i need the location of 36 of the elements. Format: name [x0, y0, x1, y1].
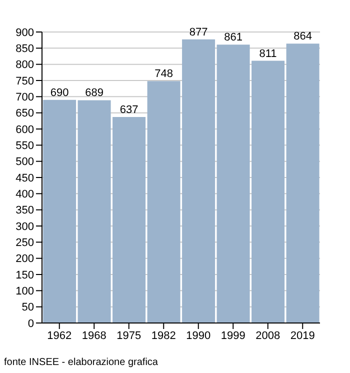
x-tick-label: 2019	[290, 330, 315, 342]
y-tick-label: 100	[16, 286, 34, 298]
x-tick-label: 2008	[256, 330, 280, 342]
y-tick-label: 450	[16, 172, 34, 184]
x-tick-label: 1968	[82, 330, 106, 342]
data-label: 861	[224, 32, 242, 44]
data-label: 689	[85, 87, 104, 100]
x-tick-label: 1962	[47, 330, 72, 342]
y-tick-label: 150	[16, 269, 34, 282]
data-label: 811	[259, 48, 277, 60]
y-tick-label: 200	[16, 253, 34, 266]
data-label: 877	[189, 26, 208, 38]
y-tick-label: 550	[16, 140, 34, 152]
data-label: 637	[120, 104, 138, 116]
y-tick-label: 650	[16, 108, 34, 120]
x-tick-label: 1990	[186, 330, 211, 342]
y-tick-label: 350	[16, 204, 34, 217]
y-tick-label: 50	[22, 302, 34, 314]
source-note: fonte INSEE - elaborazione grafica	[4, 357, 159, 368]
y-tick-label: 500	[16, 156, 34, 168]
y-tick-label: 850	[16, 43, 34, 56]
y-tick-label: 250	[16, 237, 34, 250]
y-tick-label: 400	[16, 188, 34, 201]
y-tick-label: 900	[16, 26, 34, 39]
x-tick-label: 1975	[116, 330, 142, 342]
x-tick-label: 1982	[151, 330, 176, 342]
y-tick-label: 800	[16, 59, 34, 72]
y-tick-label: 0	[28, 318, 34, 330]
x-tick-label: 1999	[220, 330, 246, 342]
y-tick-label: 750	[16, 75, 34, 88]
data-label: 864	[294, 30, 312, 43]
y-tick-label: 700	[16, 92, 34, 104]
data-label: 748	[154, 68, 173, 80]
y-tick-label: 600	[16, 124, 34, 136]
y-tick-label: 300	[16, 220, 34, 233]
data-label: 690	[50, 86, 69, 99]
